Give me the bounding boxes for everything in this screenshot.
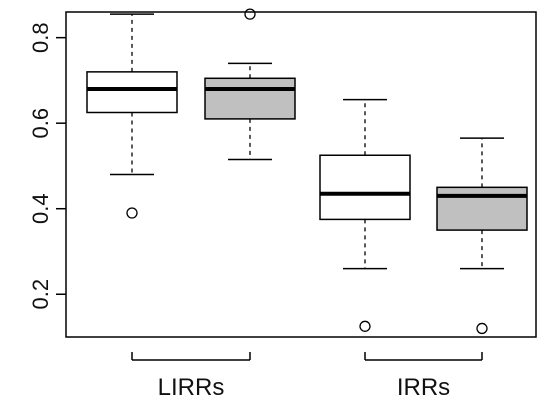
iqr-box (86, 71, 178, 114)
boxes (86, 8, 528, 335)
iqr-box (319, 154, 411, 221)
y-tick-label: 0.6 (28, 108, 53, 139)
plot-frame (65, 11, 537, 338)
group-label-lirrs: LIRRs (158, 374, 225, 401)
box-lirrs-1 (86, 13, 178, 219)
box-irrs-2 (436, 137, 528, 335)
y-axis: 0.2 0.4 0.6 0.8 (28, 22, 66, 310)
x-axis: LIRRs IRRs (131, 352, 483, 401)
box-irrs-1 (319, 98, 411, 332)
outlier-point (126, 207, 138, 219)
outlier-point (476, 322, 488, 335)
iqr-box (204, 77, 296, 120)
iqr-box (436, 186, 528, 231)
group-label-irrs: IRRs (397, 374, 450, 401)
outlier-point (359, 320, 371, 332)
y-tick-label: 0.8 (28, 22, 53, 53)
box-lirrs-2 (204, 8, 296, 161)
outlier-point (244, 8, 256, 20)
y-tick-label: 0.4 (28, 193, 53, 224)
y-tick-label: 0.2 (28, 279, 53, 310)
